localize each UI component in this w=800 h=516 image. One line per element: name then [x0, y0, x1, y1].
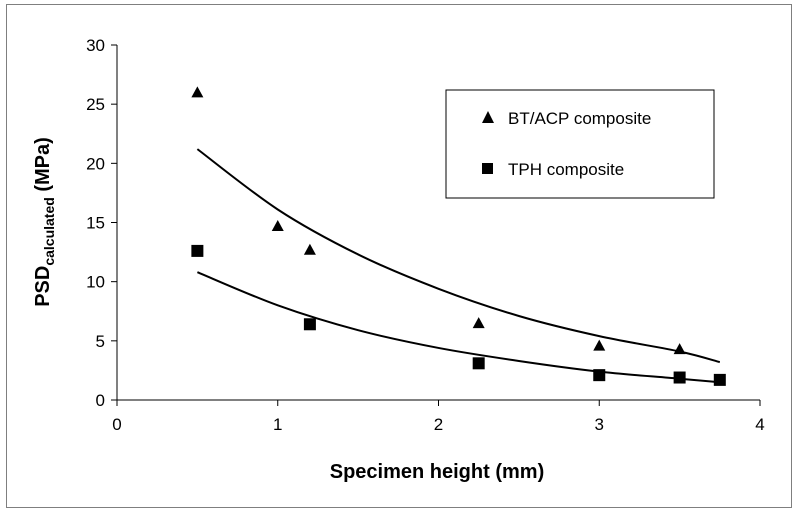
y-tick-label: 5: [96, 332, 105, 351]
data-point-square: [472, 357, 485, 370]
data-point-triangle: [303, 243, 316, 255]
data-point-square: [191, 244, 204, 257]
y-axis-label: PSDcalculated (MPa): [32, 137, 57, 307]
y-tick-label: 20: [86, 154, 105, 173]
x-tick-label: 1: [273, 415, 282, 434]
x-tick-label: 4: [755, 415, 764, 434]
x-tick-label: 3: [595, 415, 604, 434]
trendline-1: [196, 271, 720, 384]
y-axis-label-sub: calculated: [41, 197, 57, 265]
legend-marker-bt-acp: [482, 111, 494, 123]
data-point-triangle: [271, 220, 284, 232]
y-axis-label-unit: (MPa): [32, 137, 54, 197]
data-points: [191, 86, 726, 386]
y-tick-label: 15: [86, 214, 105, 233]
axes: 0 5 10 15 20 25 30 0 1 2 3 4: [86, 36, 765, 434]
x-tick-label: 0: [112, 415, 121, 434]
plot-area: [196, 148, 721, 384]
data-point-triangle: [191, 86, 204, 98]
legend-label-bt-acp: BT/ACP composite: [508, 109, 651, 128]
y-tick-label: 10: [86, 273, 105, 292]
data-point-triangle: [673, 343, 686, 355]
data-point-triangle: [472, 317, 485, 329]
data-point-square: [303, 318, 316, 331]
data-point-square: [593, 369, 606, 382]
data-point-triangle: [593, 339, 606, 351]
y-axis-label-main: PSD: [32, 266, 54, 307]
data-point-square: [713, 373, 726, 386]
data-point-square: [673, 371, 686, 384]
y-tick-label: 0: [96, 391, 105, 410]
y-tick-label: 30: [86, 36, 105, 55]
chart-frame: [6, 4, 792, 508]
trendline-0: [196, 148, 721, 364]
x-tick-label: 2: [434, 415, 443, 434]
legend: BT/ACP composite TPH composite: [445, 89, 715, 199]
legend-box: [445, 89, 715, 199]
x-axis-label: Specimen height (mm): [330, 461, 544, 483]
y-tick-label: 25: [86, 95, 105, 114]
legend-label-tph: TPH composite: [508, 160, 624, 179]
legend-marker-tph: [482, 163, 493, 174]
